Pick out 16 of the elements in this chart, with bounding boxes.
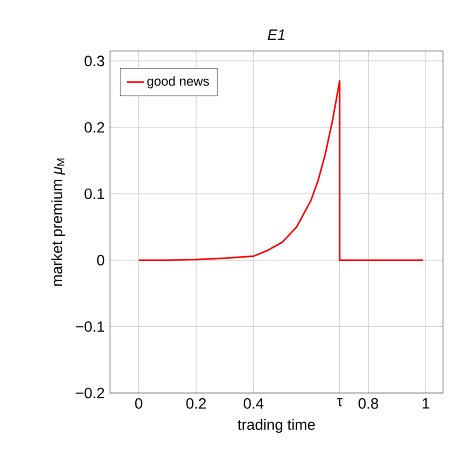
chart-title: E1: [268, 30, 284, 40]
x-tick-label: 0.8: [358, 398, 378, 409]
y-tick-label: −0.2: [76, 388, 104, 398]
x-tick-label: 1: [422, 398, 430, 408]
x-axis-title: trading time: [238, 418, 315, 433]
y-tick-label: −0.1: [76, 321, 104, 332]
y-tick-label: 0.1: [84, 188, 104, 200]
x-tick-label: 0.4: [244, 398, 264, 409]
y-tick-label: 0: [97, 254, 104, 266]
y-axis-title: market premium μ$_{M}$: [51, 158, 66, 286]
y-tick-label: 0.2: [84, 122, 104, 133]
y-tick-label: 0.3: [84, 56, 104, 66]
legend-label: good news: [147, 76, 209, 88]
x-tick-label: 0.2: [186, 398, 206, 409]
x-tick-label: 0: [135, 398, 142, 409]
x-tick-label: τ: [336, 398, 342, 406]
